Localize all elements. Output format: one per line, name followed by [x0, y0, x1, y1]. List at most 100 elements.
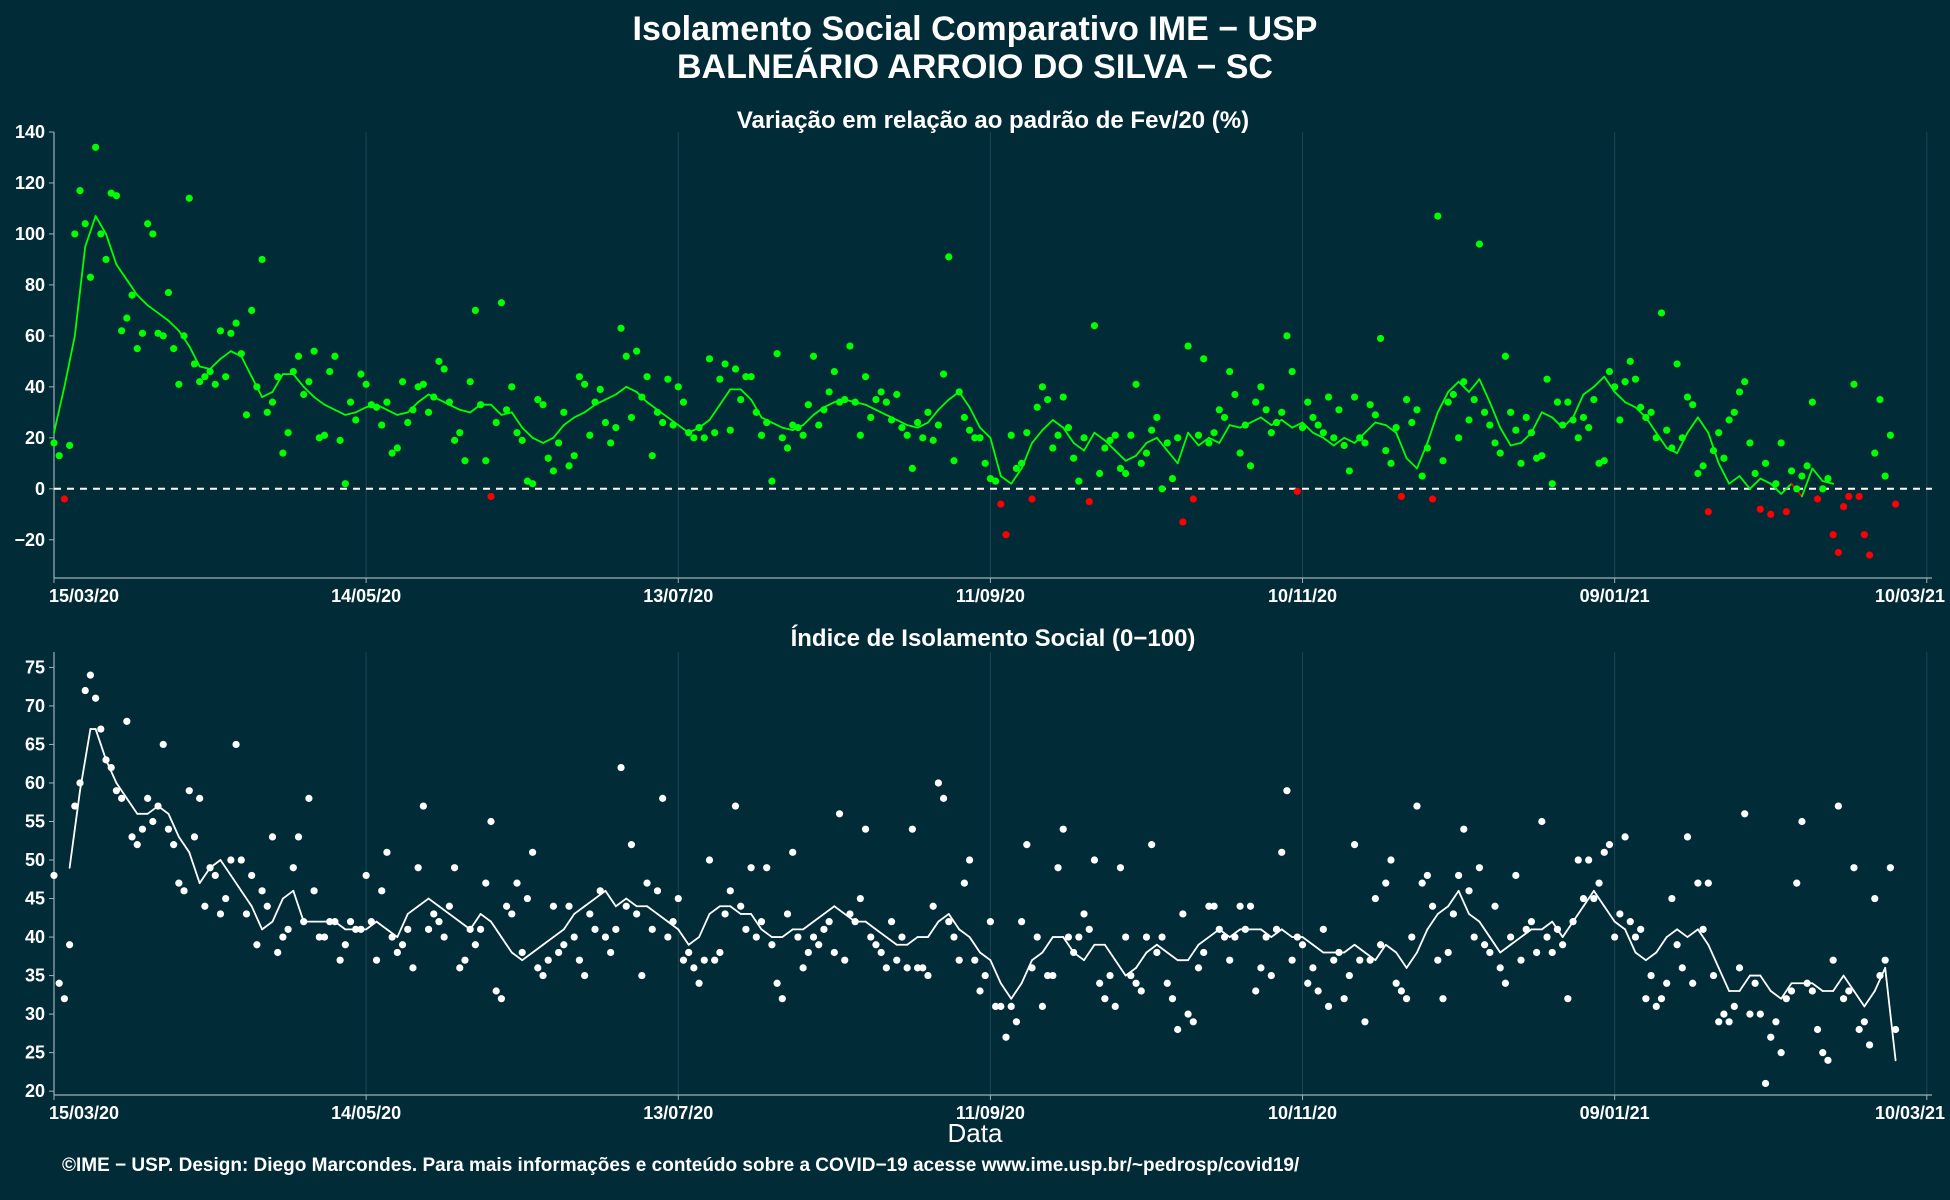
data-point [393, 444, 401, 452]
data-point [1428, 495, 1437, 503]
x-tick-label: 13/07/20 [643, 1103, 713, 1123]
data-point [92, 143, 100, 151]
moving-average-segment [1135, 442, 1148, 457]
data-point [1741, 378, 1749, 386]
data-point [913, 418, 922, 427]
data-point [601, 933, 610, 941]
moving-average-segment [1582, 385, 1595, 396]
data-point [159, 740, 167, 749]
data-point [1205, 902, 1213, 910]
moving-average-segment [1634, 951, 1647, 962]
data-point [123, 314, 131, 322]
moving-average-segment [833, 905, 846, 915]
data-point [388, 449, 396, 457]
data-point [102, 255, 110, 264]
data-point [1356, 956, 1364, 964]
moving-average-segment [1228, 424, 1242, 429]
moving-average-segment [573, 905, 586, 915]
moving-average-segment [927, 920, 940, 938]
moving-average-segment [1218, 424, 1231, 444]
data-point [950, 457, 958, 465]
moving-average-segment [895, 419, 909, 426]
data-point [1423, 444, 1431, 452]
data-point [1002, 531, 1010, 539]
moving-average-segment [552, 424, 565, 439]
moving-average-segment [1103, 943, 1117, 962]
data-point [763, 418, 771, 427]
data-point [955, 388, 963, 396]
data-point [1668, 894, 1676, 903]
moving-average-segment [999, 982, 1013, 1000]
data-point [981, 459, 989, 467]
data-point [1241, 925, 1249, 933]
moving-average-segment [677, 928, 690, 946]
moving-average-segment [906, 936, 919, 946]
moving-average-segment [1031, 951, 1044, 962]
moving-average-segment [417, 393, 430, 404]
data-point [258, 887, 266, 895]
moving-average-segment [261, 391, 274, 398]
data-point [149, 230, 157, 238]
x-tick-label: 10/03/21 [1875, 1103, 1945, 1123]
moving-average-segment [105, 233, 118, 266]
data-point [778, 995, 786, 1003]
data-point [414, 864, 422, 872]
data-point [450, 864, 459, 872]
data-point [1663, 979, 1671, 987]
y-tick-label: 40 [25, 927, 45, 947]
data-point [1538, 817, 1546, 826]
data-point [1163, 979, 1171, 987]
data-point [1585, 424, 1593, 432]
data-point [1038, 1002, 1047, 1011]
data-point [336, 436, 344, 444]
data-point [1007, 1002, 1015, 1011]
data-point [76, 187, 84, 195]
data-point [1855, 1025, 1863, 1034]
moving-average-segment [53, 385, 66, 434]
data-point [1314, 987, 1322, 995]
data-point [1132, 380, 1140, 388]
data-point [1871, 449, 1879, 457]
data-point [1444, 398, 1452, 406]
x-tick-label: 10/03/21 [1875, 586, 1945, 606]
data-point [404, 925, 412, 933]
data-point [513, 879, 521, 887]
data-point [1611, 383, 1619, 391]
moving-average-segment [1197, 936, 1210, 946]
data-point [612, 424, 620, 432]
data-point [1647, 971, 1655, 980]
data-point [133, 345, 141, 353]
moving-average-segment [396, 913, 409, 938]
data-point [1772, 480, 1780, 488]
data-point [1122, 933, 1130, 941]
moving-average-segment [292, 889, 305, 923]
data-point [835, 810, 844, 818]
data-point [71, 230, 79, 238]
data-point [638, 393, 646, 401]
data-point [1267, 429, 1275, 437]
data-point [128, 291, 136, 299]
data-point [705, 355, 714, 363]
data-point [1345, 971, 1353, 980]
data-point [1246, 902, 1255, 910]
data-point [346, 918, 355, 926]
data-point [731, 365, 740, 373]
data-point [908, 464, 916, 473]
data-point [1309, 964, 1317, 972]
data-point [882, 398, 890, 406]
data-point [1605, 367, 1614, 376]
moving-average-segment [1665, 928, 1678, 938]
data-point [1777, 439, 1785, 447]
moving-average-segment [1780, 982, 1793, 1000]
moving-average-segment [1207, 436, 1221, 444]
data-point [175, 380, 183, 388]
data-point [1163, 439, 1171, 447]
data-point [747, 373, 755, 381]
data-point [1735, 964, 1744, 972]
moving-average-segment [1114, 449, 1127, 462]
data-point [409, 406, 417, 414]
data-point [1725, 416, 1733, 424]
data-point [1054, 864, 1062, 872]
moving-average-segment [1842, 974, 1855, 992]
data-point [1652, 1002, 1660, 1011]
